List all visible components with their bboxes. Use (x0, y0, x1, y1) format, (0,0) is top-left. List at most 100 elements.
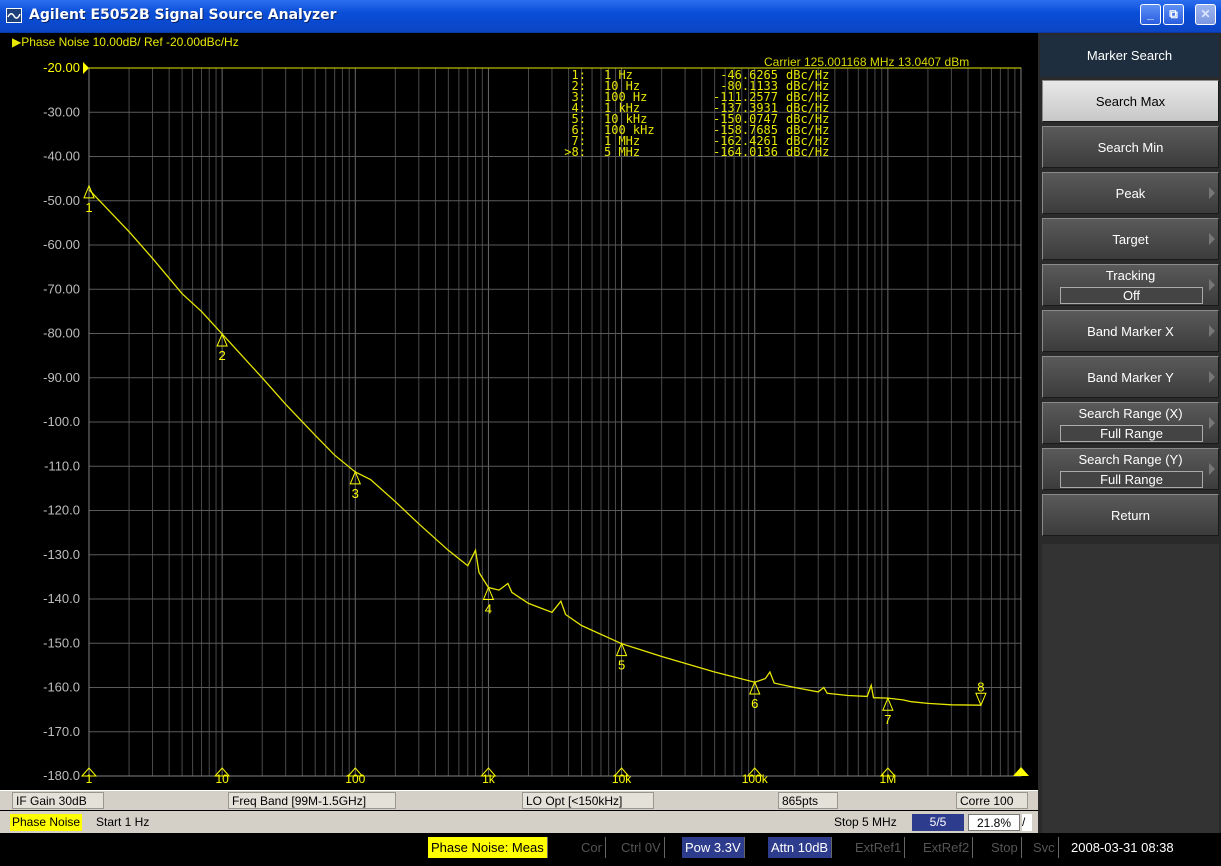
marker-table-cell: -158.7685 (713, 123, 778, 137)
marker-table: 1: 1 Hz -46.6265 dBc/Hz 2: 10 Hz -80.1133 dBc/H… (564, 68, 829, 159)
y-tick-label: -50.00 (43, 193, 80, 208)
search-range-y-button[interactable]: Search Range (Y) Full Range (1042, 448, 1219, 490)
marker-table-cell: 100 kHz (604, 123, 655, 137)
return-button[interactable]: Return (1042, 494, 1219, 536)
y-tick-label: -160.0 (43, 680, 80, 695)
band-marker-y-button[interactable]: Band Marker Y (1042, 356, 1219, 398)
marker-table-cell: 1 kHz (604, 101, 640, 115)
carrier-readout: Carrier 125.001168 MHz 13.0407 dBm (764, 55, 970, 69)
marker-table-cell: dBc/Hz (786, 68, 829, 82)
chart-grid (88, 67, 1021, 777)
marker-triangle-icon (975, 692, 987, 707)
status-meas: Phase Noise: Meas (428, 837, 548, 858)
marker-triangle-icon (882, 696, 894, 711)
marker-label: 4 (485, 601, 492, 616)
submenu-arrow-icon (1209, 233, 1215, 245)
chart-svg[interactable]: -20.00 -30.00 -40.00 -50.00 -60.00 -70.00 -80.… (0, 33, 1038, 790)
submenu-arrow-icon (1209, 187, 1215, 199)
marker-triangle-icon (83, 184, 95, 199)
search-range-y-label: Search Range (Y) (1078, 452, 1183, 467)
points-label[interactable]: 865pts (778, 792, 838, 809)
minimize-button[interactable]: _ (1140, 4, 1161, 25)
marker-table-cell: -164.0136 (713, 145, 778, 159)
softkey-panel: Marker Search Search Max Search Min Peak… (1038, 33, 1221, 833)
marker-5: 5 (615, 642, 628, 673)
marker-table-cell: 1: (572, 68, 586, 82)
window-title: Agilent E5052B Signal Source Analyzer (29, 7, 337, 23)
y-tick-label: -100.0 (43, 414, 80, 429)
x-tick-label: 1 (86, 772, 93, 786)
x-marker-icon (480, 767, 497, 777)
x-marker-icon (214, 767, 231, 777)
marker-table-cell: 5: (572, 112, 586, 126)
marker-table-cell: 7: (572, 134, 586, 148)
tracking-value: Off (1060, 287, 1203, 304)
band-marker-x-label: Band Marker X (1087, 324, 1174, 339)
meas-type-label[interactable]: Phase Noise (10, 814, 83, 831)
freq-band-label[interactable]: Freq Band [99M-1.5GHz] (228, 792, 396, 809)
marker-table-cell: dBc/Hz (786, 145, 829, 159)
band-marker-y-label: Band Marker Y (1087, 370, 1174, 385)
reference-marker-icon (83, 62, 89, 74)
x-tick-label: 100 (345, 772, 365, 786)
status-extref2: ExtRef2 (920, 837, 974, 858)
lo-opt-label[interactable]: LO Opt [<150kHz] (522, 792, 654, 809)
if-gain-label[interactable]: IF Gain 30dB (12, 792, 104, 809)
y-tick-label: -130.0 (43, 547, 80, 562)
softkey-menu-title: Marker Search (1040, 35, 1219, 77)
search-range-x-button[interactable]: Search Range (X) Full Range (1042, 402, 1219, 444)
peak-button[interactable]: Peak (1042, 172, 1219, 214)
status-ctrl: Ctrl 0V (618, 837, 665, 858)
marker-table-cell: dBc/Hz (786, 134, 829, 148)
y-tick-label: -120.0 (43, 503, 80, 518)
x-marker-icon (746, 767, 763, 777)
marker-triangle-icon (349, 470, 362, 485)
search-max-button[interactable]: Search Max (1042, 80, 1219, 122)
target-button[interactable]: Target (1042, 218, 1219, 260)
marker-label: 2 (219, 348, 226, 363)
stop-freq-label[interactable]: Stop 5 MHz (834, 815, 897, 829)
marker-label: 1 (85, 200, 92, 215)
close-button[interactable]: ✕ (1195, 4, 1216, 25)
status-pow: Pow 3.3V (682, 837, 745, 858)
x-tick-label: 10k (612, 772, 632, 786)
softkey-empty-area (1042, 544, 1219, 833)
status-extref1: ExtRef1 (852, 837, 906, 858)
page-indicator[interactable]: 5/5 (912, 814, 964, 831)
marker-table-cell: -162.4261 (713, 134, 778, 148)
y-tick-label: -140.0 (43, 591, 80, 606)
submenu-arrow-icon (1209, 279, 1215, 291)
stop-marker-icon (1013, 767, 1029, 776)
tracking-label: Tracking (1105, 268, 1156, 283)
tracking-button[interactable]: Tracking Off (1042, 264, 1219, 306)
status-datetime: 2008-03-31 08:38 (1071, 840, 1174, 855)
sweep-progress: 21.8% (968, 814, 1020, 831)
band-marker-x-button[interactable]: Band Marker X (1042, 310, 1219, 352)
marker-table-cell: 3: (572, 90, 586, 104)
marker-2: 2 (216, 332, 228, 363)
marker-6: 6 (748, 680, 761, 711)
marker-table-cell: -46.6265 (720, 68, 778, 82)
marker-table-cell: 100 Hz (604, 90, 647, 104)
phase-noise-chart[interactable]: -20.00 -30.00 -40.00 -50.00 -60.00 -70.00 -80.… (0, 33, 1038, 790)
corre-label[interactable]: Corre 100 (956, 792, 1028, 809)
marker-triangle-icon (216, 332, 228, 347)
submenu-arrow-icon (1209, 371, 1215, 383)
y-tick-label: -170.0 (43, 724, 80, 739)
marker-label: 7 (884, 712, 891, 727)
search-range-x-value: Full Range (1060, 425, 1203, 442)
marker-table-cell: 1 Hz (604, 68, 633, 82)
marker-table-cell: 10 kHz (604, 112, 647, 126)
marker-table-cell: 4: (572, 101, 586, 115)
start-freq-label[interactable]: Start 1 Hz (96, 815, 150, 829)
sweep-bar: Phase Noise Start 1 Hz Stop 5 MHz 5/5 21… (0, 811, 1038, 833)
marker-table-cell: 5 MHz (604, 145, 640, 159)
marker-1: 1 (83, 184, 95, 215)
submenu-arrow-icon (1209, 463, 1215, 475)
search-min-button[interactable]: Search Min (1042, 126, 1219, 168)
marker-triangle-icon (482, 586, 495, 600)
marker-7: 7 (882, 696, 894, 727)
x-marker-icon (879, 767, 896, 777)
sweep-slash: / (1022, 814, 1032, 831)
restore-button[interactable]: ⧉ (1163, 4, 1184, 25)
